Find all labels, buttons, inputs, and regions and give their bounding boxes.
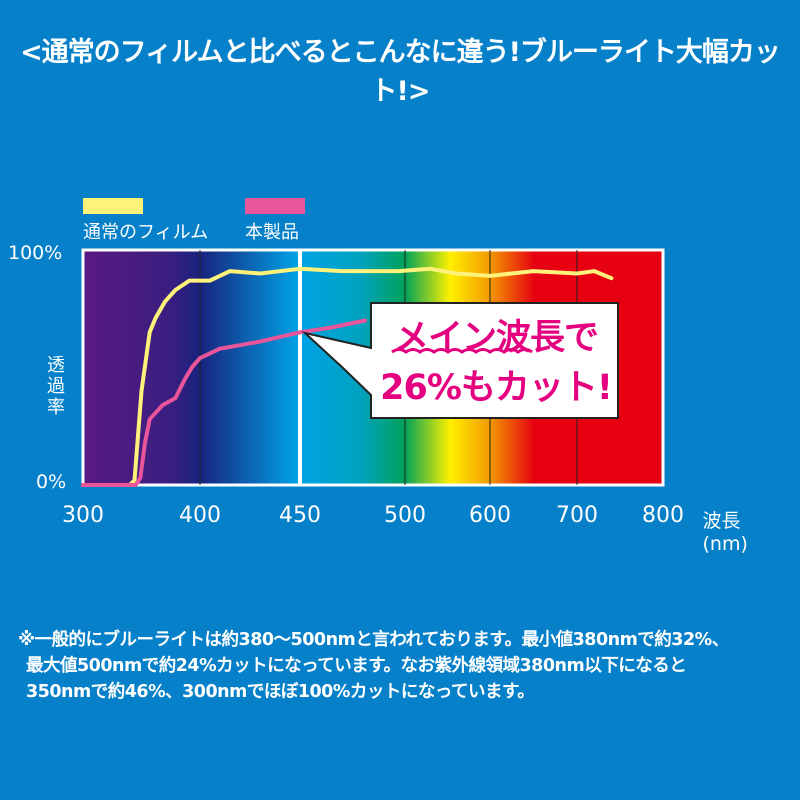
callout-text: メイン波長で 26%もカット! xyxy=(380,313,613,413)
series-line-1 xyxy=(81,318,368,487)
callout-underline xyxy=(391,348,533,354)
footnote-line: 350nmで約46%、300nmでほぼ100%カットになっています。 xyxy=(26,682,535,702)
legend-item-product: 本製品 xyxy=(245,198,305,244)
legend-label: 通常のフィルム xyxy=(83,222,209,243)
x-tick-500: 500 xyxy=(384,503,426,528)
x-tick-450: 450 xyxy=(279,503,321,528)
footnote-line: ※一般的にブルーライトは約380～500nmと言われております。最小値380nm… xyxy=(18,630,729,650)
x-tick-400: 400 xyxy=(179,503,221,528)
x-axis-title: 波長(nm) xyxy=(702,510,748,555)
y-tick-0: 0% xyxy=(36,471,67,493)
y-tick-100: 100% xyxy=(8,242,63,264)
legend-swatch-normal-film xyxy=(83,198,143,214)
callout-line2: 26%もカット! xyxy=(380,368,613,408)
callout-line1: メイン波長で xyxy=(393,318,599,358)
headline: <通常のフィルムと比べるとこんなに違う!ブルーライト大幅カット!> xyxy=(20,37,781,107)
legend-label: 本製品 xyxy=(245,222,299,243)
x-tick-800: 800 xyxy=(642,503,684,528)
footnote: ※一般的にブルーライトは約380～500nmと言われております。最小値380nm… xyxy=(18,627,729,705)
legend-swatch-product xyxy=(245,198,305,214)
callout-box xyxy=(301,302,619,419)
x-tick-300: 300 xyxy=(62,503,104,528)
x-tick-600: 600 xyxy=(469,503,511,528)
series-line-0 xyxy=(81,266,614,487)
legend-item-normal-film: 通常のフィルム xyxy=(83,198,208,244)
x-tick-700: 700 xyxy=(556,503,598,528)
footnote-line: 最大値500nmで約24%カットになっています。なお紫外線領域380nm以下にな… xyxy=(26,656,687,676)
y-axis-title: 透過率 xyxy=(47,355,65,418)
